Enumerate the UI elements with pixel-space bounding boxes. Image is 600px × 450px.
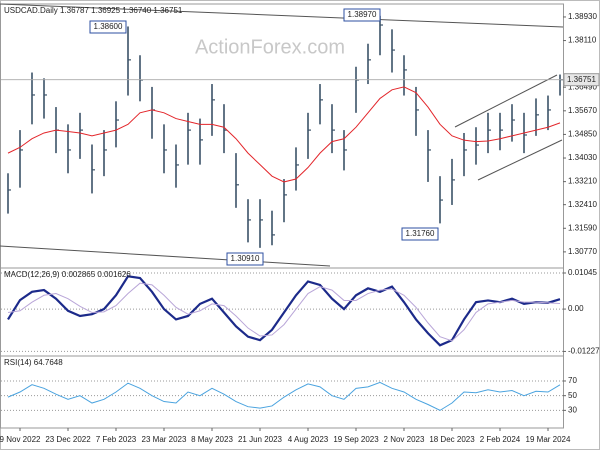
y-tick-label: 1.30770 xyxy=(568,247,597,256)
trend-line xyxy=(0,245,331,267)
x-tick-label: 2 Feb 2024 xyxy=(480,435,521,444)
x-tick-label: 23 Dec 2022 xyxy=(45,435,91,444)
watermark: ActionForex.com xyxy=(195,36,345,58)
x-tick-label: 21 Jun 2023 xyxy=(238,435,283,444)
annotation-box xyxy=(226,252,264,266)
y-tick-label: 1.38110 xyxy=(568,36,597,45)
annotation: 1.38970 xyxy=(348,10,377,19)
y-tick-label: 1.31590 xyxy=(568,223,597,232)
channel-line xyxy=(477,139,563,181)
annotation-box xyxy=(89,20,127,34)
annotation-box xyxy=(401,227,439,241)
annotation: 1.38600 xyxy=(94,22,123,31)
y-tick-label: 70 xyxy=(568,376,577,385)
y-tick-label: 0.01045 xyxy=(568,268,597,277)
x-tick-label: 7 Feb 2023 xyxy=(96,435,137,444)
x-tick-label: 18 Dec 2023 xyxy=(429,435,475,444)
y-tick-label: 30 xyxy=(568,405,577,414)
channel-line xyxy=(454,74,558,128)
panel-title: RSI(14) 64.7648 xyxy=(4,358,63,367)
current-price-box xyxy=(563,73,600,87)
x-tick-label: 8 May 2023 xyxy=(191,435,233,444)
indicator-line xyxy=(7,282,561,342)
rsi-panel xyxy=(0,355,564,429)
y-tick-label: 0.00 xyxy=(568,304,584,313)
y-tick-label: 1.36490 xyxy=(568,82,597,91)
y-tick-label: 1.38930 xyxy=(568,12,597,21)
indicator-line xyxy=(7,381,561,411)
y-tick-label: 1.33210 xyxy=(568,177,597,186)
annotation: 1.30910 xyxy=(231,254,260,263)
moving-average xyxy=(7,86,561,183)
y-tick-label: 1.34030 xyxy=(568,153,597,162)
x-tick-label: 23 Mar 2023 xyxy=(142,435,187,444)
y-tick-label: 50 xyxy=(568,391,577,400)
panel-title: USDCAD.Daily 1.36787 1.36925 1.36740 1.3… xyxy=(4,6,183,15)
x-tick-label: 4 Aug 2023 xyxy=(288,435,329,444)
panel-title: MACD(12,26,9) 0.002865 0.001626 xyxy=(4,270,131,279)
y-tick-label: 1.34850 xyxy=(568,130,597,139)
annotation-box xyxy=(343,8,381,22)
x-tick-label: 19 Sep 2023 xyxy=(333,435,379,444)
x-tick-label: 2 Nov 2023 xyxy=(384,435,425,444)
trend-line xyxy=(0,3,564,28)
current-price-label: 1.36751 xyxy=(567,75,596,84)
y-tick-label: -0.012276 xyxy=(568,347,600,356)
y-tick-label: 1.35670 xyxy=(568,106,597,115)
x-tick-label: 9 Nov 2022 xyxy=(0,435,41,444)
x-tick-label: 19 Mar 2024 xyxy=(526,435,571,444)
annotation: 1.31760 xyxy=(406,229,435,238)
y-tick-label: 1.32410 xyxy=(568,200,597,209)
indicator-line xyxy=(7,275,561,347)
